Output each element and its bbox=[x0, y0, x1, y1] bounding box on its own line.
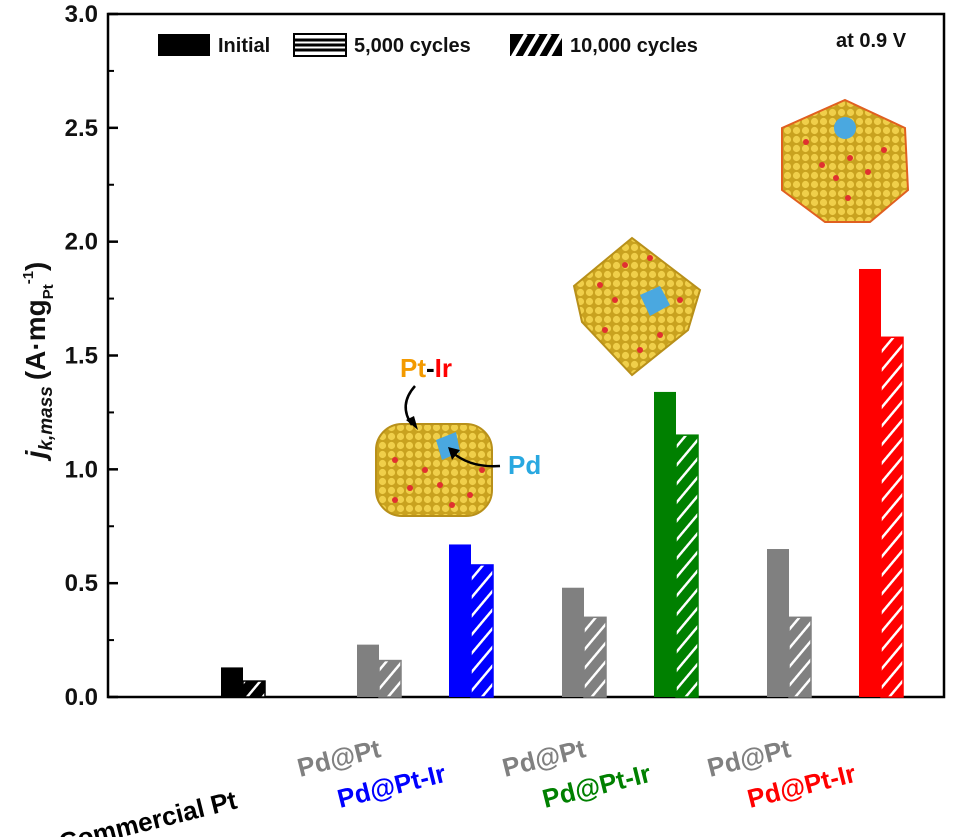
y-axis-unit-sub: Pt bbox=[40, 284, 57, 299]
bar-initial bbox=[859, 268, 881, 697]
bar-10000-cycles bbox=[242, 680, 266, 698]
voltage-annotation: at 0.9 V bbox=[836, 30, 907, 52]
bar-10000-cycles bbox=[470, 564, 494, 698]
bar-series bbox=[221, 268, 904, 698]
y-tick-label: 1.0 bbox=[65, 456, 98, 483]
y-axis-subscript: k,mass bbox=[36, 386, 57, 450]
pd-arrowhead bbox=[448, 447, 460, 460]
legend-label-10000: 10,000 cycles bbox=[570, 35, 698, 57]
y-axis-unit-close: ) bbox=[20, 262, 51, 271]
bar-initial bbox=[221, 667, 243, 697]
bar-10000-cycles bbox=[788, 616, 812, 698]
legend-swatch-10000 bbox=[510, 32, 564, 60]
icosahedron-nanocrystal-image bbox=[781, 98, 910, 223]
y-axis-unit-sup: -1 bbox=[20, 271, 37, 284]
bar-10000-cycles bbox=[378, 659, 402, 698]
category-label: Commercial Pt bbox=[56, 785, 240, 837]
legend-label-5000: 5,000 cycles bbox=[354, 35, 471, 57]
cube-nanocrystal-image bbox=[375, 423, 493, 517]
y-tick-label: 3.0 bbox=[65, 1, 98, 28]
y-tick-label: 2.5 bbox=[65, 115, 98, 142]
y-tick-label: 0.5 bbox=[65, 570, 98, 597]
bar-initial bbox=[449, 544, 471, 697]
bar-initial bbox=[767, 549, 789, 697]
bar-initial bbox=[654, 391, 676, 697]
bar-initial bbox=[357, 644, 379, 697]
y-axis-unit-open: (A·mg bbox=[20, 299, 51, 380]
y-tick-label: 0.0 bbox=[65, 684, 98, 711]
pt-ir-arrowhead bbox=[406, 416, 418, 430]
legend: Initial 5,000 cycles 10,000 cycles bbox=[158, 32, 698, 60]
dash-callout-text: - bbox=[426, 353, 435, 383]
legend-label-initial: Initial bbox=[218, 35, 270, 57]
y-tick-label: 2.0 bbox=[65, 229, 98, 256]
legend-swatch-5000 bbox=[293, 33, 347, 57]
bar-initial bbox=[562, 587, 584, 697]
y-axis-symbol: j bbox=[20, 449, 51, 462]
bar-10000-cycles bbox=[880, 336, 904, 698]
ir-callout-text: Ir bbox=[435, 353, 452, 383]
pt-callout-text: Pt bbox=[400, 353, 426, 383]
bar-10000-cycles bbox=[583, 616, 607, 698]
y-tick-label: 1.5 bbox=[65, 343, 98, 370]
y-axis: 0.0 0.5 1.0 1.5 2.0 2.5 3.0 bbox=[65, 1, 118, 711]
octahedron-nanocrystal-image bbox=[572, 236, 702, 377]
bar-10000-cycles bbox=[675, 434, 699, 698]
pd-callout-text: Pd bbox=[508, 450, 541, 480]
legend-swatch-initial bbox=[158, 34, 210, 56]
pt-ir-callout: Pt-Ir bbox=[400, 353, 452, 383]
y-axis-label: jk,mass (A·mgPt-1) bbox=[20, 262, 57, 463]
